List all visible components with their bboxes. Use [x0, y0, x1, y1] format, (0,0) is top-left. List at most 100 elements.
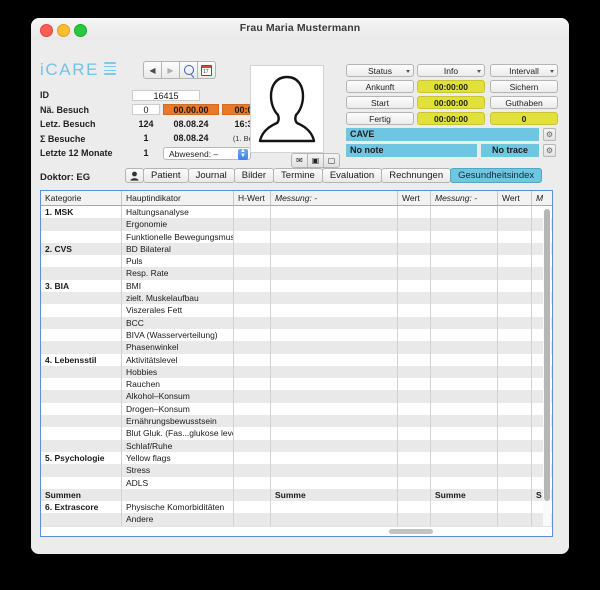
table-cell[interactable] — [431, 292, 498, 305]
table-cell[interactable] — [398, 365, 431, 379]
table-cell[interactable] — [498, 501, 532, 514]
table-row[interactable]: 2. CVS BD Bilateral — [41, 242, 552, 256]
table-column-header[interactable]: Wert — [398, 191, 431, 205]
table-row[interactable]: BIVA (Wasserverteilung) — [41, 328, 552, 342]
table-cell[interactable] — [498, 328, 532, 342]
table-cell[interactable] — [398, 292, 431, 305]
table-cell[interactable] — [498, 230, 532, 243]
vertical-scrollbar[interactable] — [543, 207, 551, 529]
absence-select[interactable]: Abwesend: – ▲ ▼ — [163, 146, 251, 160]
table-cell[interactable] — [431, 255, 498, 268]
tab-bilder[interactable]: Bilder — [233, 168, 275, 183]
cell-kategorie[interactable] — [41, 464, 122, 477]
cell-kategorie[interactable] — [41, 218, 122, 231]
table-cell[interactable] — [498, 292, 532, 305]
table-cell[interactable] — [234, 476, 271, 489]
table-row[interactable]: Stress — [41, 464, 552, 477]
cell-kategorie[interactable] — [41, 378, 122, 391]
table-cell[interactable] — [234, 242, 271, 256]
cell-kategorie[interactable] — [41, 328, 122, 342]
table-cell[interactable] — [271, 415, 398, 428]
table-cell[interactable] — [271, 476, 398, 489]
cell-kategorie[interactable] — [41, 402, 122, 416]
cell-hauptindikator[interactable]: Ergonomie — [122, 218, 234, 231]
table-cell[interactable] — [498, 279, 532, 293]
table-cell[interactable] — [234, 267, 271, 280]
note-gear-icon[interactable]: ⚙ — [543, 144, 556, 157]
table-cell[interactable] — [271, 451, 398, 465]
cell-hauptindikator[interactable]: Schlaf/Ruhe — [122, 439, 234, 452]
table-cell[interactable] — [271, 501, 398, 514]
table-cell[interactable] — [398, 476, 431, 489]
cell-kategorie[interactable] — [41, 513, 122, 526]
table-cell[interactable] — [498, 304, 532, 317]
table-cell[interactable] — [498, 341, 532, 354]
table-cell[interactable] — [271, 328, 398, 342]
cell-kategorie[interactable] — [41, 267, 122, 280]
cell-kategorie[interactable] — [41, 390, 122, 403]
table-cell[interactable] — [271, 402, 398, 416]
table-column-header[interactable]: Messung: - — [271, 191, 398, 205]
table-cell[interactable] — [234, 365, 271, 379]
table-cell[interactable] — [234, 464, 271, 477]
table-cell[interactable] — [398, 415, 431, 428]
horizontal-scrollbar-thumb[interactable] — [389, 529, 433, 534]
table-cell[interactable] — [398, 206, 431, 219]
table-cell[interactable] — [234, 279, 271, 293]
sichern-button[interactable]: Sichern — [490, 80, 558, 93]
table-cell[interactable] — [271, 255, 398, 268]
cell-hauptindikator[interactable]: Resp. Rate — [122, 267, 234, 280]
table-cell[interactable] — [431, 464, 498, 477]
table-cell[interactable] — [271, 242, 398, 256]
vertical-scrollbar-thumb[interactable] — [544, 209, 550, 501]
table-cell[interactable] — [271, 513, 398, 526]
table-cell[interactable] — [498, 415, 532, 428]
table-cell[interactable] — [498, 464, 532, 477]
table-cell[interactable] — [398, 439, 431, 452]
cell-hauptindikator[interactable]: BD Bilateral — [122, 242, 234, 256]
tab-gesundheitsindex[interactable]: Gesundheitsindex — [450, 168, 543, 183]
table-cell[interactable] — [234, 402, 271, 416]
table-column-header[interactable]: Kategorie — [41, 191, 122, 205]
table-cell[interactable] — [271, 427, 398, 440]
horizontal-scrollbar[interactable] — [41, 526, 552, 536]
table-cell[interactable] — [271, 218, 398, 231]
cell-hauptindikator[interactable]: BIVA (Wasserverteilung) — [122, 328, 234, 342]
table-column-header[interactable]: Wert — [498, 191, 532, 205]
cell-kategorie[interactable] — [41, 255, 122, 268]
table-cell[interactable] — [431, 513, 498, 526]
table-row[interactable]: 3. BIA BMI — [41, 279, 552, 293]
cave-banner[interactable]: CAVE — [346, 128, 539, 141]
cave-gear-icon[interactable]: ⚙ — [543, 128, 556, 141]
table-cell[interactable] — [271, 279, 398, 293]
forward-button[interactable]: ▶ — [161, 61, 180, 79]
table-cell[interactable] — [498, 402, 532, 416]
table-cell[interactable] — [431, 439, 498, 452]
table-cell[interactable] — [234, 316, 271, 329]
table-cell[interactable] — [234, 488, 271, 502]
table-cell[interactable] — [498, 439, 532, 452]
cell-hauptindikator[interactable]: Yellow flags — [122, 451, 234, 465]
table-cell[interactable] — [234, 255, 271, 268]
cell-hauptindikator[interactable]: zielt. Muskelaufbau — [122, 292, 234, 305]
status-dropdown[interactable]: Status — [346, 64, 414, 77]
table-cell[interactable] — [431, 316, 498, 329]
cell-kategorie[interactable]: 1. MSK — [41, 206, 122, 219]
table-cell[interactable]: S — [536, 489, 542, 500]
table-row[interactable]: zielt. Muskelaufbau — [41, 292, 552, 305]
table-cell[interactable] — [271, 292, 398, 305]
table-row[interactable]: Phasenwinkel — [41, 341, 552, 354]
note-banner[interactable]: No note — [346, 144, 477, 157]
table-cell[interactable] — [234, 230, 271, 243]
cell-hauptindikator[interactable]: Phasenwinkel — [122, 341, 234, 354]
table-cell[interactable] — [398, 390, 431, 403]
table-row[interactable]: Rauchen — [41, 378, 552, 391]
table-cell[interactable] — [398, 464, 431, 477]
cell-hauptindikator[interactable]: Andere — [122, 513, 234, 526]
cell-kategorie[interactable] — [41, 316, 122, 329]
cell-kategorie[interactable] — [41, 292, 122, 305]
cell-hauptindikator[interactable]: Funktionelle Bewegungsmuster — [122, 230, 234, 243]
table-row[interactable]: Funktionelle Bewegungsmuster — [41, 230, 552, 243]
table-cell[interactable] — [398, 427, 431, 440]
cell-hauptindikator[interactable]: Stress — [122, 464, 234, 477]
